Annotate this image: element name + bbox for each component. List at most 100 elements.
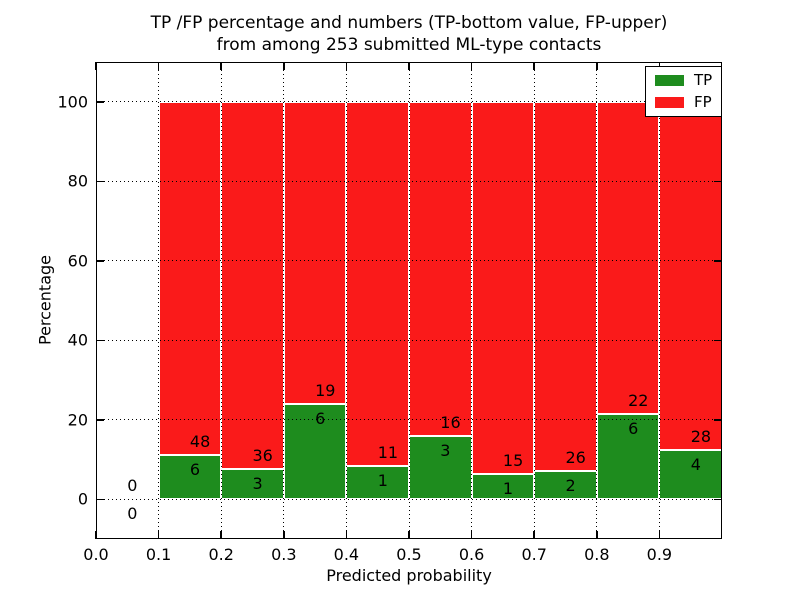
chart-title-line-1: TP /FP percentage and numbers (TP-bottom…	[150, 13, 668, 33]
x-tick-label: 0.4	[333, 545, 360, 564]
y-tick-label: 60	[67, 251, 88, 271]
fp-count-label: 15	[502, 451, 524, 471]
x-tick-label: 0.5	[396, 545, 422, 564]
fp-count-label: 11	[377, 443, 399, 463]
tp-count-label: 3	[440, 441, 451, 461]
bar-segment-fp	[596, 101, 660, 415]
y-tick-mark-right	[714, 498, 722, 500]
y-tick-mark-left	[96, 101, 104, 103]
x-tick-mark-bottom	[95, 531, 97, 539]
x-gridline	[345, 62, 347, 539]
bar-segment-fp	[409, 101, 472, 437]
legend-item-tp: TP	[655, 73, 712, 88]
x-tick-label: 0.2	[208, 545, 234, 564]
fp-count-label: 48	[189, 432, 211, 452]
y-tick-mark-right	[714, 419, 722, 421]
x-axis-label: Predicted probability	[326, 566, 492, 585]
y-tick-mark-right	[714, 339, 722, 341]
tp-count-label: 1	[377, 471, 388, 491]
legend-swatch-fp	[655, 97, 684, 108]
plot-area: 0 0 48 6 36 3 19 6 11 1 16 3 15 1 26 2 22 6 28 4	[95, 62, 722, 539]
tp-count-label: 0	[127, 504, 138, 524]
y-tick-mark-left	[96, 339, 104, 341]
tp-count-label: 6	[628, 419, 639, 439]
tp-count-label: 1	[502, 479, 514, 499]
bar-segment-fp	[346, 101, 409, 467]
bar-segment-tp	[158, 455, 222, 500]
fp-count-label: 36	[252, 445, 273, 465]
x-tick-mark-top	[157, 62, 160, 70]
chart-title: TP /FP percentage and numbers (TP-bottom…	[96, 12, 722, 56]
x-tick-mark-top	[408, 62, 410, 70]
x-tick-mark-bottom	[470, 531, 473, 539]
x-tick-mark-bottom	[345, 531, 348, 539]
x-gridline	[596, 62, 598, 539]
y-tick-mark-left	[96, 419, 104, 421]
bar-segment-tp	[221, 468, 284, 500]
x-tick-mark-top	[596, 62, 598, 70]
tp-count-label: 6	[189, 460, 201, 480]
tp-count-label: 6	[315, 408, 326, 428]
x-tick-label: 0.0	[83, 545, 109, 564]
x-tick-label: 0.1	[145, 545, 172, 564]
fp-count-label: 0	[127, 476, 138, 496]
x-tick-label: 0.6	[458, 545, 485, 564]
bar-segment-fp	[221, 101, 284, 469]
x-tick-mark-bottom	[533, 531, 535, 539]
x-gridline	[220, 62, 222, 539]
bar-segment-fp	[659, 101, 722, 450]
bar-segment-fp	[471, 101, 535, 475]
chart-title-line-2: from among 253 submitted ML-type contact…	[216, 35, 602, 55]
y-tick-label: 80	[67, 171, 88, 191]
x-tick-mark-top	[470, 62, 473, 70]
x-gridline	[283, 62, 285, 539]
x-tick-mark-top	[95, 62, 97, 70]
x-gridline	[533, 62, 535, 539]
bar-segment-tp	[346, 466, 409, 500]
y-tick-label: 20	[67, 410, 88, 430]
x-gridline	[471, 62, 473, 539]
y-tick-mark-right	[714, 180, 722, 182]
x-tick-mark-bottom	[596, 531, 598, 539]
x-tick-mark-bottom	[283, 531, 285, 539]
legend: TP FP	[645, 66, 723, 117]
x-tick-mark-bottom	[220, 531, 222, 539]
y-tick-mark-left	[96, 260, 104, 262]
y-tick-mark-right	[714, 260, 722, 262]
y-tick-label: 0	[77, 489, 88, 509]
y-tick-label: 40	[67, 330, 88, 350]
x-tick-mark-top	[220, 62, 222, 70]
fp-count-label: 28	[690, 426, 712, 446]
x-tick-label: 0.3	[271, 545, 297, 564]
legend-item-fp: FP	[655, 95, 712, 110]
legend-label-tp: TP	[694, 71, 713, 89]
legend-swatch-tp	[655, 75, 684, 86]
x-tick-mark-top	[283, 62, 285, 70]
fp-count-label: 16	[440, 413, 461, 433]
tp-count-label: 3	[252, 473, 263, 493]
y-tick-mark-left	[96, 180, 104, 182]
bar-segment-fp	[534, 101, 597, 471]
x-tick-mark-top	[533, 62, 535, 70]
x-tick-label: 0.7	[521, 545, 547, 564]
x-gridline	[408, 62, 410, 539]
x-tick-mark-top	[345, 62, 348, 70]
x-gridline	[658, 62, 660, 539]
fp-count-label: 26	[565, 447, 586, 467]
bar-segment-tp	[659, 449, 722, 500]
bar-segment-tp	[534, 470, 597, 500]
x-tick-label: 0.8	[584, 545, 610, 564]
y-tick-label: 100	[57, 92, 88, 112]
y-tick-mark-left	[96, 498, 104, 500]
x-tick-mark-bottom	[157, 531, 160, 539]
tp-count-label: 2	[565, 475, 576, 495]
x-gridline	[158, 62, 160, 539]
legend-label-fp: FP	[694, 93, 712, 111]
bar-segment-fp	[158, 101, 222, 456]
x-tick-label: 0.9	[646, 545, 673, 564]
bar-segment-fp	[283, 101, 347, 404]
fp-count-label: 22	[628, 391, 649, 411]
tp-count-label: 4	[690, 454, 701, 474]
fp-count-label: 19	[315, 380, 336, 400]
